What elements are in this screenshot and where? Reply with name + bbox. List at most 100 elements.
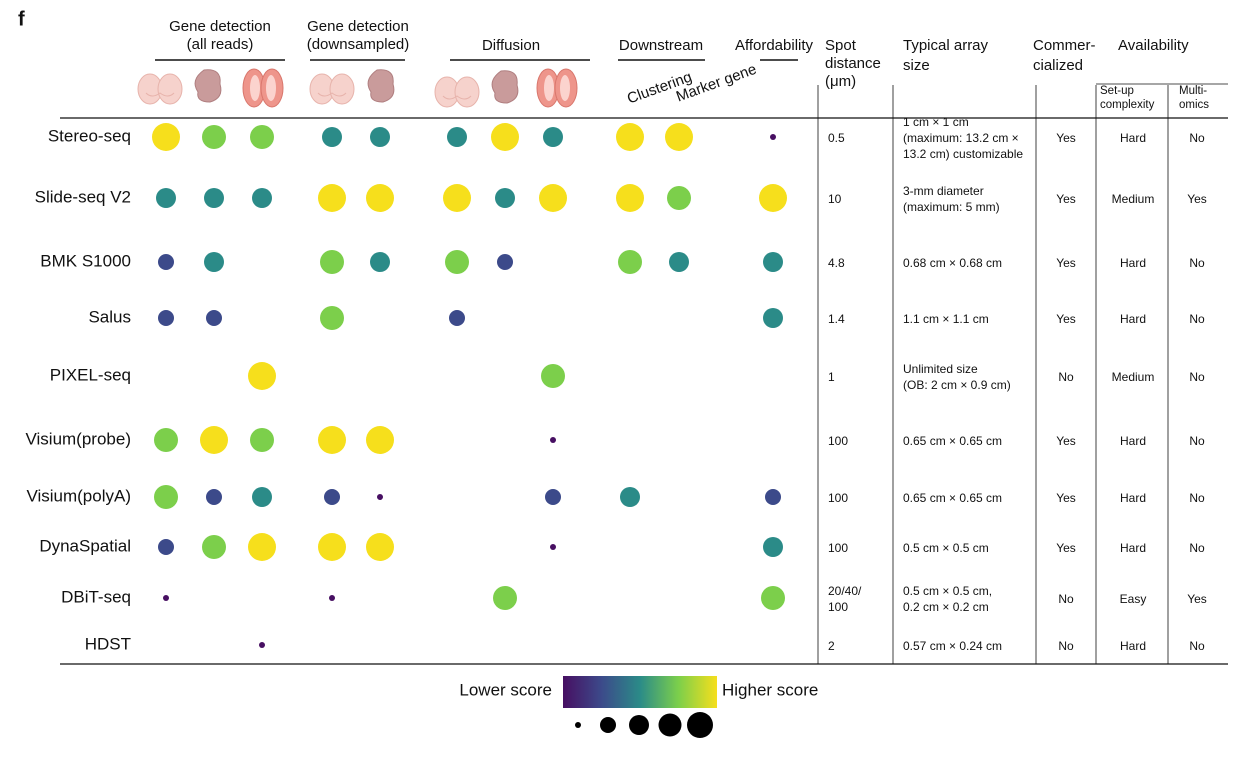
column-header: distance [825, 55, 881, 72]
group-header: (downsampled) [307, 36, 410, 53]
spot-distance: 0.5 [828, 131, 845, 145]
score-dot [152, 123, 180, 151]
tissue-icons [137, 68, 578, 108]
score-dot [248, 533, 276, 561]
score-dot [447, 127, 467, 147]
array-size: 0.5 cm × 0.5 cm, [903, 584, 992, 598]
group-header: (all reads) [187, 36, 254, 53]
score-dot [669, 252, 689, 272]
score-dot [491, 123, 519, 151]
group-header: Diffusion [482, 37, 540, 54]
score-dot [763, 537, 783, 557]
commercialized: Yes [1056, 541, 1076, 555]
spot-distance: 1.4 [828, 312, 845, 326]
spot-distance: 20/40/ [828, 584, 862, 598]
score-dot [163, 595, 169, 601]
commercialized: Yes [1056, 491, 1076, 505]
group-header: Downstream [619, 37, 703, 54]
multi-omics: Yes [1187, 192, 1207, 206]
array-size: 13.2 cm) customizable [903, 147, 1023, 161]
score-dot [329, 595, 335, 601]
array-size: (maximum: 5 mm) [903, 200, 1000, 214]
array-size: 1.1 cm × 1.1 cm [903, 312, 989, 326]
column-header: Set-up [1100, 85, 1134, 97]
group-header: Affordability [735, 37, 814, 54]
score-dot [158, 310, 174, 326]
spot-distance: 100 [828, 434, 848, 448]
score-dot [370, 252, 390, 272]
array-size: 0.57 cm × 0.24 cm [903, 639, 1002, 653]
spot-distance: 4.8 [828, 256, 845, 270]
score-dot [493, 586, 517, 610]
score-dot [366, 426, 394, 454]
spot-distance: 10 [828, 192, 842, 206]
score-dot [550, 544, 556, 550]
column-header: omics [1179, 99, 1209, 111]
score-dot [324, 489, 340, 505]
array-size: 0.68 cm × 0.68 cm [903, 256, 1002, 270]
score-dot [618, 250, 642, 274]
score-dot [616, 184, 644, 212]
setup-complexity: Hard [1120, 312, 1146, 326]
score-dot [761, 586, 785, 610]
color-scale [563, 676, 717, 708]
score-dot [248, 362, 276, 390]
score-dot [318, 533, 346, 561]
score-dot [156, 188, 176, 208]
score-dot [667, 186, 691, 210]
column-header: Typical array [903, 37, 989, 54]
legend-high: Higher score [722, 680, 818, 699]
score-dot [322, 127, 342, 147]
commercialized: Yes [1056, 434, 1076, 448]
score-dot [763, 252, 783, 272]
row-label: Salus [88, 307, 131, 326]
multi-omics: No [1189, 639, 1205, 653]
row-label: DBiT-seq [61, 587, 131, 606]
score-dot [320, 306, 344, 330]
column-header: cialized [1033, 57, 1083, 74]
row-label: BMK S1000 [40, 251, 131, 270]
column-header: complexity [1100, 99, 1155, 111]
commercialized: No [1058, 592, 1074, 606]
score-dot [541, 364, 565, 388]
array-size: 1 cm × 1 cm [903, 115, 969, 129]
array-size: 3-mm diameter [903, 184, 984, 198]
score-dot [366, 533, 394, 561]
row-label: Slide-seq V2 [35, 187, 131, 206]
score-dot [539, 184, 567, 212]
score-dot [370, 127, 390, 147]
spot-distance: 2 [828, 639, 835, 653]
legend-low: Lower score [459, 680, 552, 699]
score-dot [763, 308, 783, 328]
score-dot [204, 188, 224, 208]
column-header: size [903, 57, 930, 74]
score-dot [250, 125, 274, 149]
score-dot [158, 539, 174, 555]
setup-complexity: Medium [1112, 192, 1155, 206]
multi-omics: No [1189, 541, 1205, 555]
commercialized: Yes [1056, 312, 1076, 326]
score-dot [445, 250, 469, 274]
setup-complexity: Medium [1112, 370, 1155, 384]
score-dot [252, 188, 272, 208]
score-dot [543, 127, 563, 147]
score-dot [366, 184, 394, 212]
row-label: Visium(probe) [25, 429, 131, 448]
row-label: PIXEL-seq [50, 365, 131, 384]
array-size: (OB: 2 cm × 0.9 cm) [903, 378, 1011, 392]
column-header: (μm) [825, 73, 856, 90]
score-dot [495, 188, 515, 208]
score-dot [759, 184, 787, 212]
commercialized: No [1058, 639, 1074, 653]
array-size: 0.65 cm × 0.65 cm [903, 434, 1002, 448]
multi-omics: No [1189, 370, 1205, 384]
multi-omics: No [1189, 312, 1205, 326]
score-dot [770, 134, 776, 140]
setup-complexity: Hard [1120, 639, 1146, 653]
column-header: Multi- [1179, 85, 1207, 97]
setup-complexity: Easy [1120, 592, 1147, 606]
score-dot [616, 123, 644, 151]
row-label: DynaSpatial [39, 536, 131, 555]
commercialized: Yes [1056, 256, 1076, 270]
